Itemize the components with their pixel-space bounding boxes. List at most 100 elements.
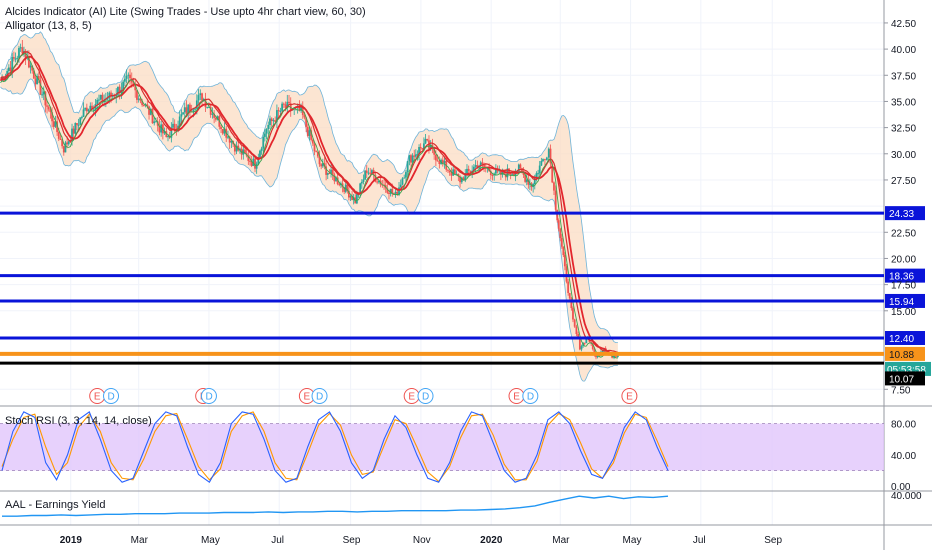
candle[interactable]: [455, 170, 458, 175]
candle[interactable]: [421, 147, 424, 150]
candle[interactable]: [182, 112, 184, 115]
candle[interactable]: [457, 173, 460, 182]
candle[interactable]: [305, 117, 308, 133]
candle[interactable]: [570, 296, 573, 311]
candle[interactable]: [77, 118, 80, 130]
candle[interactable]: [52, 118, 55, 130]
candle[interactable]: [557, 218, 560, 232]
candle[interactable]: [401, 177, 404, 186]
candle[interactable]: [572, 306, 574, 323]
earnings-marker[interactable]: E: [89, 388, 106, 404]
candle[interactable]: [559, 227, 562, 242]
candle[interactable]: [85, 103, 88, 116]
candle[interactable]: [197, 89, 200, 104]
candle[interactable]: [377, 180, 380, 184]
candle[interactable]: [349, 195, 352, 201]
candle[interactable]: [364, 170, 367, 181]
candle[interactable]: [137, 95, 140, 103]
candle[interactable]: [563, 251, 566, 271]
candle[interactable]: [160, 120, 163, 137]
candle[interactable]: [517, 163, 520, 173]
candle[interactable]: [405, 170, 407, 182]
candle[interactable]: [46, 99, 48, 114]
candle[interactable]: [362, 174, 365, 185]
candle[interactable]: [21, 40, 24, 55]
candle[interactable]: [489, 168, 492, 180]
candle[interactable]: [544, 158, 546, 166]
candle[interactable]: [438, 156, 441, 169]
dividend-marker[interactable]: D: [103, 388, 120, 404]
candle[interactable]: [567, 278, 570, 296]
alligator-label[interactable]: Alligator (13, 8, 5): [5, 20, 92, 32]
candle[interactable]: [540, 157, 543, 167]
candle[interactable]: [259, 149, 261, 159]
candle[interactable]: [265, 128, 268, 140]
candle[interactable]: [274, 116, 277, 123]
candle[interactable]: [269, 115, 271, 129]
candle[interactable]: [156, 117, 159, 132]
candle[interactable]: [389, 188, 392, 197]
candle[interactable]: [99, 94, 102, 101]
candle[interactable]: [282, 102, 285, 108]
candle[interactable]: [424, 133, 427, 145]
candle[interactable]: [537, 169, 539, 178]
candle[interactable]: [101, 92, 104, 106]
candle[interactable]: [136, 89, 138, 104]
candle[interactable]: [326, 172, 329, 180]
candle[interactable]: [308, 126, 311, 141]
candle[interactable]: [527, 175, 530, 189]
candle[interactable]: [333, 172, 336, 185]
candle[interactable]: [481, 158, 484, 168]
candle[interactable]: [554, 185, 557, 214]
candle[interactable]: [204, 92, 207, 113]
candle[interactable]: [359, 182, 362, 198]
candle[interactable]: [230, 140, 233, 148]
candle[interactable]: [276, 104, 278, 129]
candle[interactable]: [348, 187, 350, 201]
candle[interactable]: [286, 94, 289, 114]
candle[interactable]: [525, 174, 528, 186]
candle[interactable]: [82, 102, 85, 117]
candle[interactable]: [139, 97, 142, 104]
indicator-legend[interactable]: Alcides Indicator (AI) Lite (Swing Trade…: [5, 5, 366, 33]
candle[interactable]: [213, 110, 216, 124]
candle[interactable]: [414, 149, 417, 159]
candle[interactable]: [199, 89, 202, 101]
candle[interactable]: [460, 176, 463, 184]
candle[interactable]: [59, 134, 62, 141]
candle[interactable]: [320, 163, 323, 170]
candle[interactable]: [47, 105, 50, 112]
candle[interactable]: [29, 61, 32, 74]
candle[interactable]: [51, 107, 53, 128]
candle[interactable]: [127, 72, 130, 83]
candle[interactable]: [426, 138, 429, 142]
candle[interactable]: [447, 169, 449, 173]
candle[interactable]: [19, 43, 22, 52]
candle[interactable]: [580, 344, 583, 352]
candle[interactable]: [538, 160, 541, 176]
candle[interactable]: [360, 179, 363, 189]
candle[interactable]: [575, 324, 578, 337]
candle[interactable]: [452, 164, 455, 177]
candle[interactable]: [562, 246, 565, 258]
candle[interactable]: [313, 141, 316, 156]
dividend-marker[interactable]: D: [200, 388, 217, 404]
candle[interactable]: [42, 86, 45, 101]
candle[interactable]: [64, 140, 67, 153]
candle[interactable]: [209, 104, 212, 118]
candle[interactable]: [81, 115, 83, 120]
candle[interactable]: [14, 52, 17, 63]
candle[interactable]: [72, 125, 75, 140]
candle[interactable]: [153, 117, 156, 126]
dividend-marker[interactable]: D: [417, 388, 434, 404]
candle[interactable]: [298, 100, 301, 112]
candle[interactable]: [542, 158, 544, 163]
candle[interactable]: [260, 146, 263, 155]
candle[interactable]: [410, 153, 412, 169]
candle[interactable]: [318, 150, 321, 167]
candle[interactable]: [583, 342, 586, 346]
candle[interactable]: [450, 167, 453, 181]
candle[interactable]: [54, 115, 57, 128]
candle[interactable]: [310, 126, 313, 142]
